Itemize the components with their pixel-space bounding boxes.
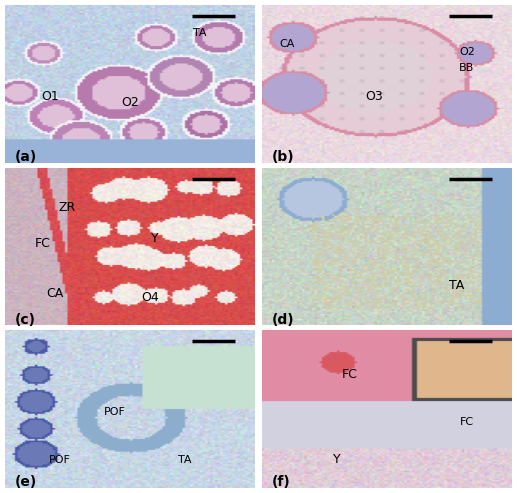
- Text: O2: O2: [459, 47, 475, 57]
- Text: TA: TA: [449, 280, 465, 292]
- Text: O3: O3: [366, 90, 384, 103]
- Text: (b): (b): [272, 150, 295, 164]
- Text: CA: CA: [280, 39, 295, 49]
- Text: TA: TA: [178, 455, 192, 464]
- Text: (a): (a): [15, 150, 37, 164]
- Text: POF: POF: [49, 455, 71, 464]
- Text: (c): (c): [15, 313, 36, 327]
- Text: FC: FC: [342, 368, 358, 381]
- Text: O1: O1: [41, 90, 59, 103]
- Text: Y: Y: [333, 453, 341, 466]
- Text: (d): (d): [272, 313, 295, 327]
- Text: Y: Y: [151, 232, 159, 245]
- Text: POF: POF: [104, 407, 126, 417]
- Text: CA: CA: [47, 287, 64, 300]
- Text: (e): (e): [15, 475, 37, 490]
- Text: ZR: ZR: [59, 201, 76, 213]
- Text: (f): (f): [272, 475, 291, 490]
- Text: FC: FC: [35, 237, 51, 250]
- Text: O2: O2: [121, 96, 139, 109]
- Text: FC: FC: [460, 417, 474, 427]
- Text: O4: O4: [141, 290, 159, 304]
- Text: BB: BB: [459, 63, 475, 73]
- Text: TA: TA: [193, 29, 207, 38]
